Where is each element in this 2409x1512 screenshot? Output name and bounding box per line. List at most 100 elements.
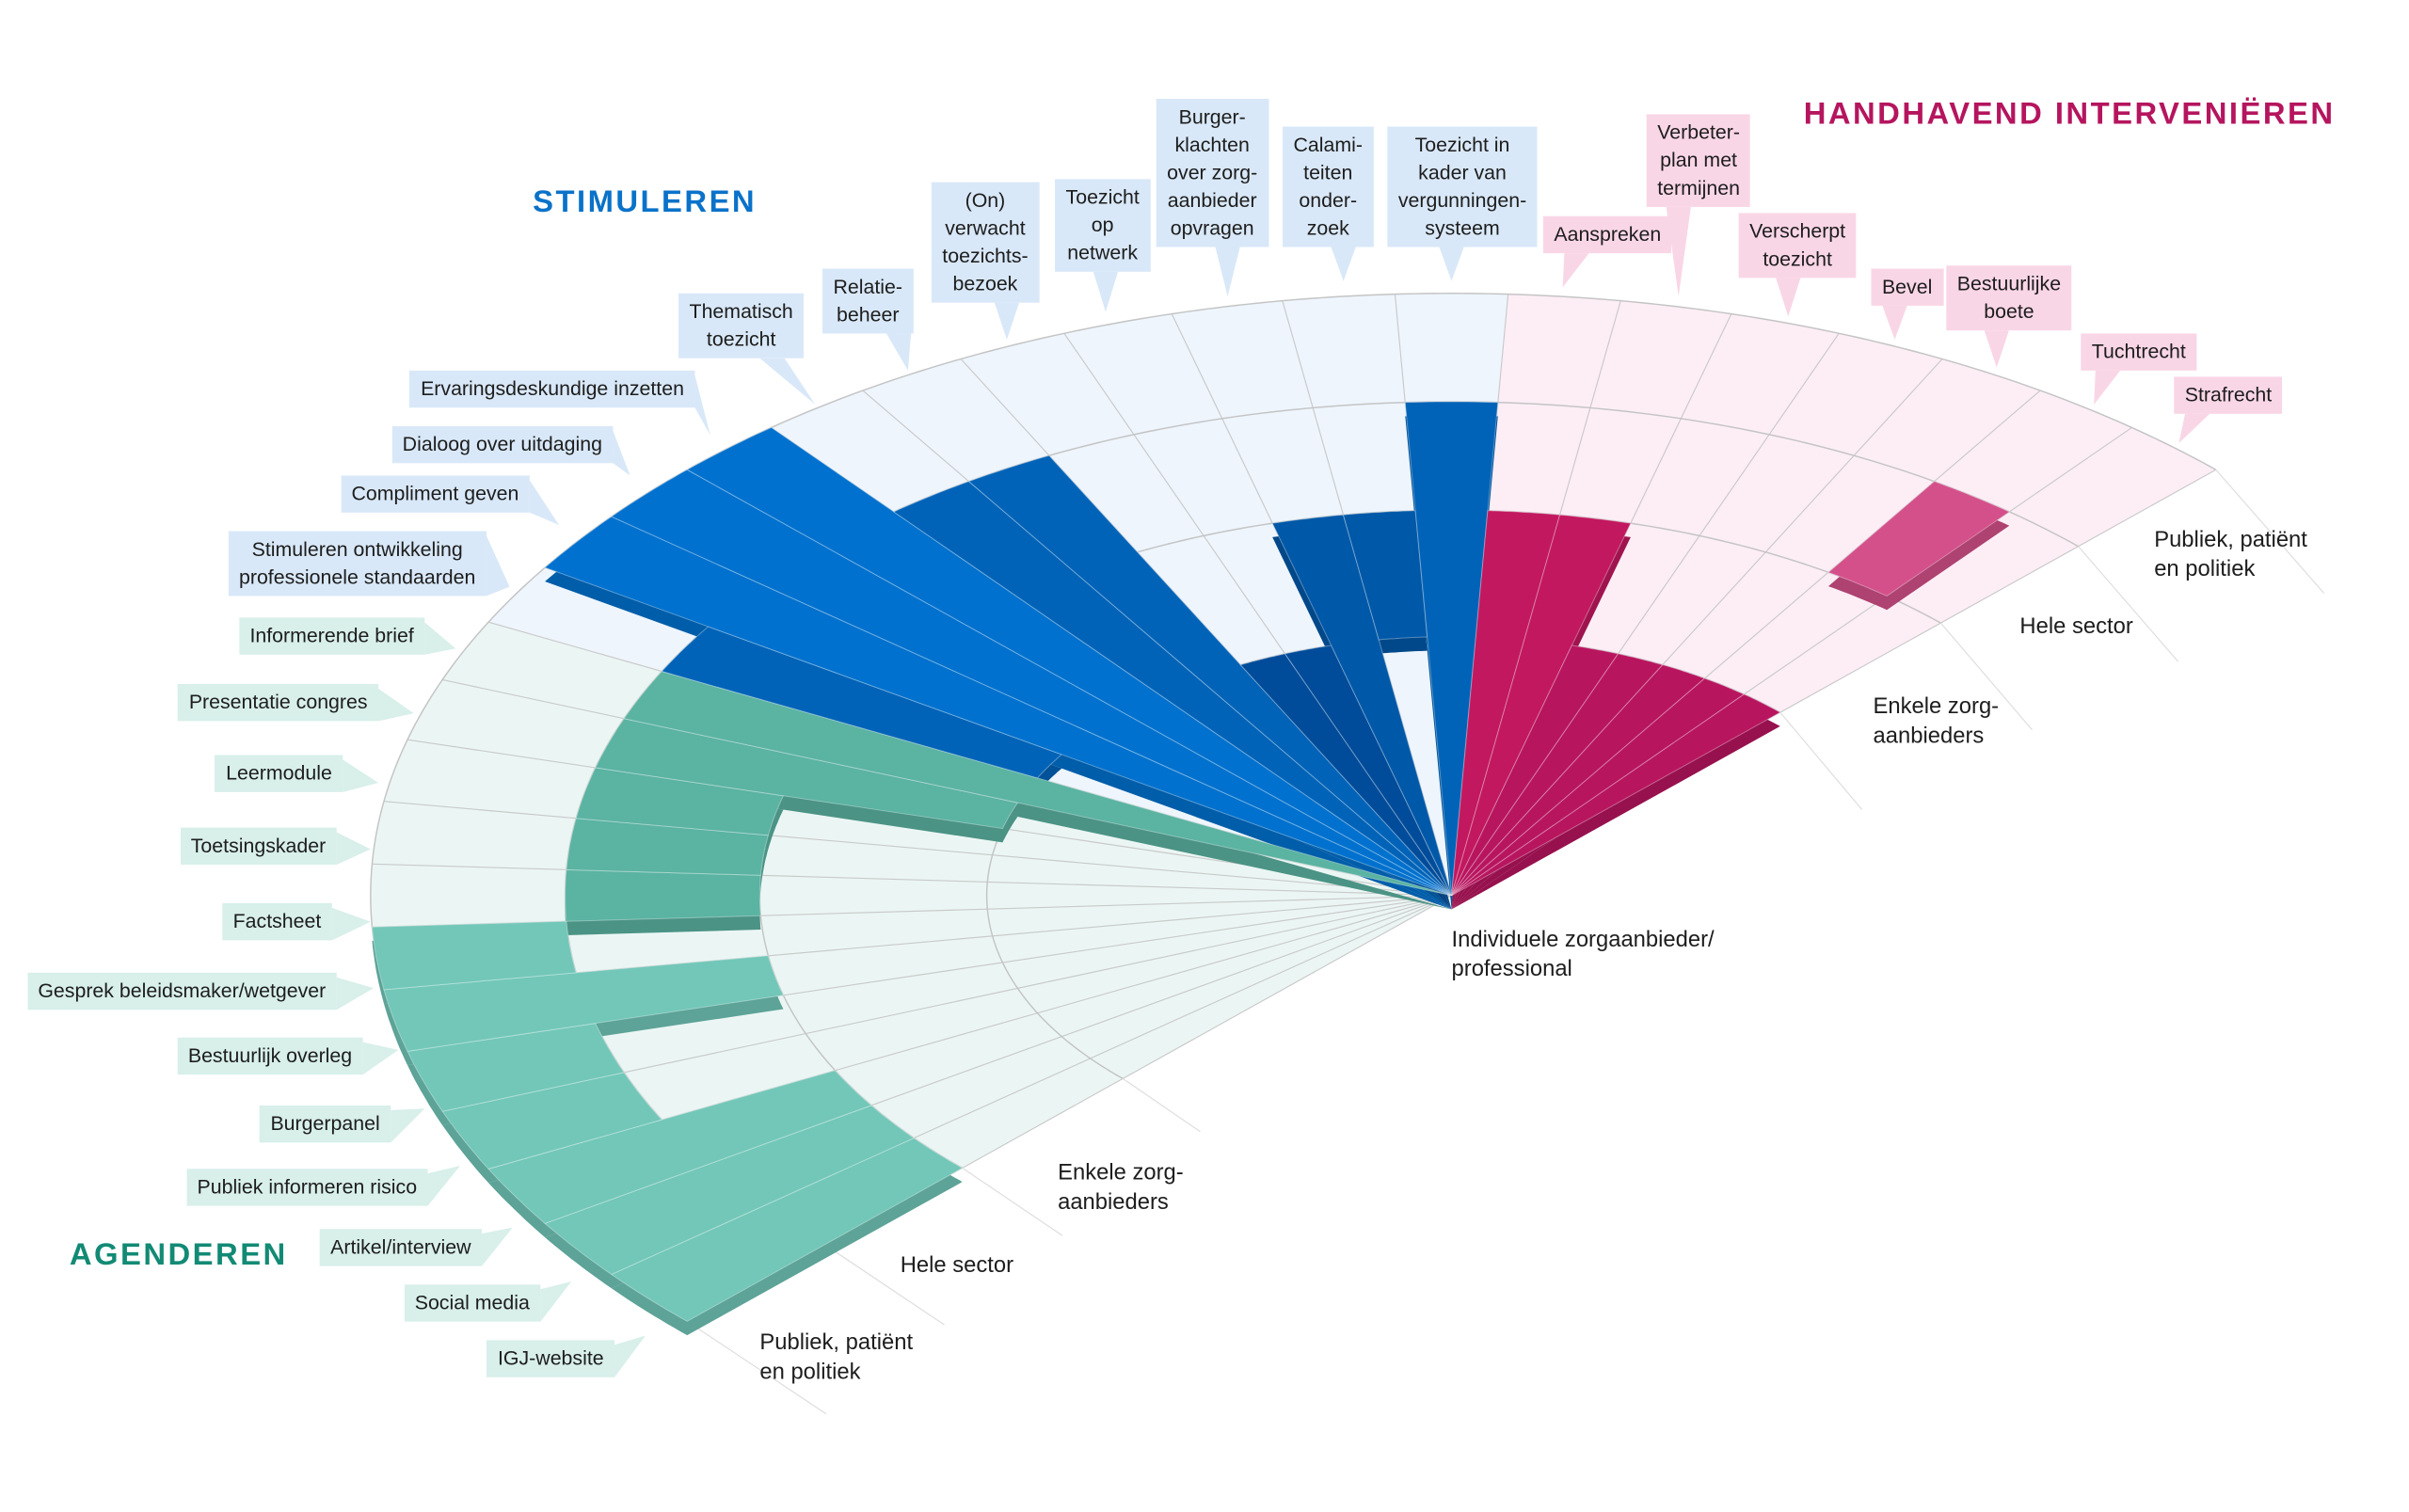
instrument-label-line: toezicht <box>1763 247 1832 271</box>
label-pointer <box>613 430 630 476</box>
ring-label-line: Publiek, patiënt <box>2154 528 2307 553</box>
bar-segment <box>1404 401 1499 896</box>
label-pointer <box>1882 305 1907 341</box>
label-pointer <box>529 480 560 525</box>
instrument-label: (On) verwacht toezichts-bezoek <box>931 182 1040 303</box>
instrument-label: Leermodule <box>215 755 343 792</box>
instrument-label: Tuchtrecht <box>2081 333 2197 371</box>
instrument-label-line: Toetsingskader <box>190 834 327 857</box>
ring-extension-line <box>1779 711 1863 810</box>
label-pointer <box>378 688 414 722</box>
instrument-label-line: Relatie- <box>833 275 902 298</box>
ring-extension-line <box>824 1244 945 1326</box>
ring-extension-line <box>2215 469 2325 594</box>
bar-segment <box>1342 510 1428 641</box>
bar-segment <box>1451 510 1561 896</box>
instrument-label-line: IGJ-website <box>497 1345 604 1370</box>
label-pointer <box>336 977 375 1011</box>
instrument-label: Informerende brief <box>238 617 425 655</box>
instrument-label-line: zoek <box>1306 215 1349 240</box>
ring-extension-line <box>2078 546 2179 662</box>
instrument-label-line: Ervaringsdeskundige inzetten <box>421 376 684 401</box>
bar-segment <box>1451 693 1781 897</box>
instrument-label: Factsheet <box>222 902 332 941</box>
instrument-label: Toetsingskader <box>180 827 337 865</box>
instrument-label: Burgerpanel <box>259 1105 391 1143</box>
instrument-label-line: Compliment geven <box>351 481 519 505</box>
ring-label-line: Hele sector <box>2019 614 2133 640</box>
instrument-label: Artikel/interview <box>319 1229 482 1266</box>
bar-segment <box>407 1023 625 1112</box>
sector-background <box>441 895 1452 1170</box>
label-pointer <box>885 333 912 371</box>
instrument-label-line: professionele standaarden <box>238 565 476 589</box>
instrument-label-line: Stimuleren ontwikkeling <box>251 537 463 561</box>
instrument-label-line: termijnen <box>1657 176 1740 199</box>
instrument-label: Toezicht op netwerk <box>1055 179 1151 272</box>
bar-segment-side <box>1451 708 1780 910</box>
label-pointer <box>336 832 371 865</box>
label-pointer <box>1666 206 1691 297</box>
label-pointer <box>391 1108 425 1143</box>
instrument-label: Thematisch toezicht <box>678 293 805 358</box>
instrument-label: Relatie-beheer <box>822 268 914 334</box>
instrument-label-line: verwacht <box>945 215 1026 240</box>
bar-segment <box>1827 481 2011 597</box>
header-handhavend-interveniëren: HANDHAVEND INTERVENIËREN <box>1803 97 2336 132</box>
instrument-label: Ervaringsdeskundige inzetten <box>409 370 695 408</box>
ring-label-line: professional <box>1451 957 1572 982</box>
bar-segment <box>610 469 1452 897</box>
instrument-label-line: Gesprek beleidsmaker/wetgever <box>38 979 327 1003</box>
instrument-label-line: Bestuurlijke <box>1956 271 2062 295</box>
ring-label-line: aanbieders <box>1058 1190 1169 1216</box>
ring-label-enkele-left: Enkele zorg- aanbieders <box>1058 1159 1184 1218</box>
instrument-label-line: systeem <box>1425 215 1500 240</box>
bar-segment <box>686 426 1452 897</box>
instrument-label-line: netwerk <box>1067 240 1139 264</box>
instrument-label-line: Bevel <box>1881 275 1933 298</box>
instrument-label-line: Verbeter- <box>1657 119 1740 144</box>
instrument-label: Verbeter-plan met termijnen <box>1646 114 1751 207</box>
instrument-label-line: Burgerpanel <box>270 1111 380 1136</box>
ring-label-line: en politiek <box>2154 557 2256 582</box>
instrument-label-line: Informerende brief <box>249 623 414 647</box>
instrument-label-line: Bestuurlijk overleg <box>187 1043 353 1067</box>
instrument-label-line: Verscherpt <box>1749 219 1846 243</box>
instrument-label-line: Presentatie congres <box>188 690 368 714</box>
instrument-label: Toezicht in kader van vergunningen-systeem <box>1387 126 1538 247</box>
instrument-label: Compliment geven <box>341 475 530 513</box>
instrument-label-line: Toezicht <box>1065 184 1140 209</box>
instrument-label: Dialoog over uitdaging <box>391 425 614 464</box>
ring-label-line: Enkele zorg- <box>1873 694 2000 720</box>
label-pointer <box>486 535 510 597</box>
instrument-label-line: Toezicht in <box>1414 133 1510 156</box>
ring-label-hele-sector-right: Hele sector <box>2019 613 2132 642</box>
bar-segment <box>1271 514 1453 896</box>
header-agenderen: AGENDEREN <box>69 1238 288 1273</box>
label-pointer <box>2094 370 2121 405</box>
label-pointer <box>331 907 371 941</box>
instrument-label-line: Tuchtrecht <box>2091 340 2186 363</box>
ring-label-hele-sector-left: Hele sector <box>901 1252 1013 1281</box>
ring-label-line: Individuele zorgaanbieder/ <box>1451 928 1715 953</box>
radial-gridline <box>372 863 1452 897</box>
bar-segment <box>565 868 761 922</box>
label-pointer <box>1439 247 1464 281</box>
ring-label-individueel: Individuele zorgaanbieder/ professional <box>1452 927 1715 985</box>
instrument-label-line: Leermodule <box>226 761 332 785</box>
instrument-label-line: onder- <box>1299 188 1358 212</box>
label-pointer <box>427 1165 461 1206</box>
ring-label-publiek-left: Publiek, patiënt en politiek <box>759 1329 913 1388</box>
instrument-label-line: Calami- <box>1293 133 1364 156</box>
instrument-label-line: Aanspreken <box>1554 222 1662 246</box>
instrument-label-line: toezicht <box>706 326 776 351</box>
ring-label-line: Publiek, patiënt <box>759 1330 914 1356</box>
label-pointer <box>1215 247 1240 297</box>
label-pointer <box>540 1281 572 1322</box>
label-pointer <box>343 759 379 792</box>
instrument-label: Gesprek beleidsmaker/wetgever <box>26 972 337 1011</box>
label-pointer <box>1562 253 1589 288</box>
instrument-label-line: Strafrecht <box>2184 382 2273 406</box>
sector-background <box>407 895 1452 1112</box>
